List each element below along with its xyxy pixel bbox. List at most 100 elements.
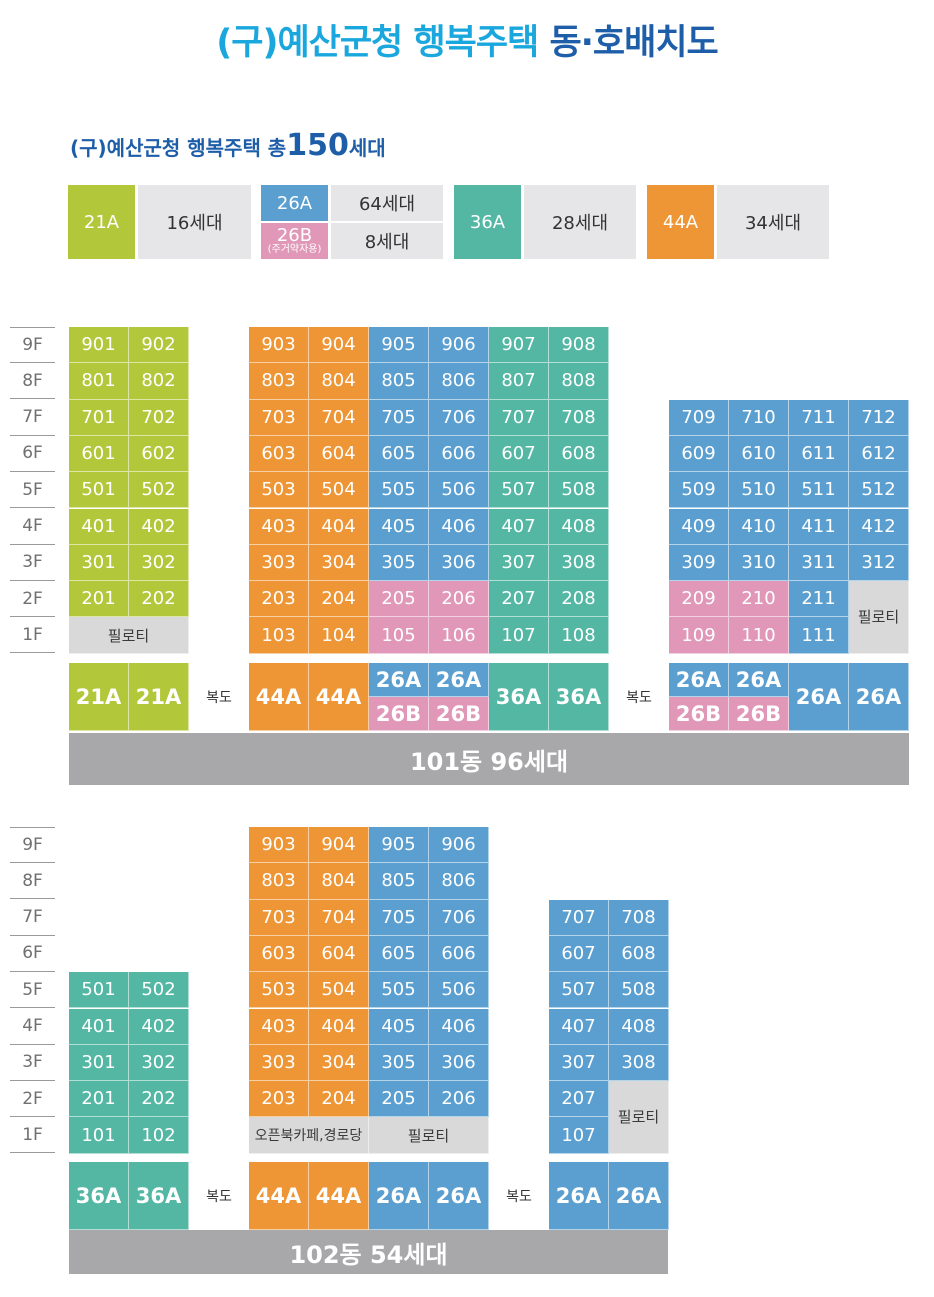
unit-cell: 907 <box>489 327 549 364</box>
unit-cell: 906 <box>429 827 489 864</box>
floor-label: 3F <box>10 545 55 581</box>
unit-cell: 206 <box>429 581 489 618</box>
unit-cell: 701 <box>69 399 129 436</box>
unit-type-cell: 26A <box>669 663 729 697</box>
unit-cell: 202 <box>129 581 189 618</box>
unit-cell: 506 <box>429 472 489 509</box>
unit-cell: 412 <box>849 508 909 545</box>
unit-cell: 505 <box>369 472 429 509</box>
unit-cell: 211 <box>789 581 849 618</box>
unit-cell: 612 <box>849 435 909 473</box>
unit-cell: 309 <box>669 544 729 582</box>
unit-cell: 306 <box>429 544 489 582</box>
floor-label: 8F <box>10 863 55 900</box>
unit-cell: 301 <box>69 1044 129 1082</box>
unit-cell: 608 <box>609 935 669 973</box>
unit-cell: 503 <box>249 972 309 1009</box>
unit-cell: 505 <box>369 972 429 1009</box>
floor-label: 9F <box>10 827 55 863</box>
legend-26a-code: 26A <box>261 185 328 221</box>
unit-cell: 804 <box>309 863 369 900</box>
unit-cell: 504 <box>309 972 369 1009</box>
unit-cell: 305 <box>369 1044 429 1082</box>
unit-cell: 606 <box>429 935 489 973</box>
unit-cell: 906 <box>429 327 489 364</box>
floor-label: 6F <box>10 936 55 972</box>
unit-type-cell: 44A <box>249 1162 309 1230</box>
unit-cell: 401 <box>69 508 129 545</box>
unit-type-cell: 26A <box>549 1162 609 1230</box>
unit-cell: 102 <box>129 1117 189 1154</box>
unit-cell: 501 <box>69 972 129 1009</box>
floor-label: 1F <box>10 1117 55 1154</box>
unit-cell: 405 <box>369 508 429 545</box>
unit-cell: 708 <box>609 899 669 936</box>
legend-36a-count: 28세대 <box>524 185 636 259</box>
corridor-label: 복도 <box>506 1189 532 1205</box>
unit-type-cell: 26A <box>429 663 489 697</box>
unit-cell: 706 <box>429 899 489 936</box>
unit-type-cell: 26A <box>729 663 789 697</box>
unit-cell: 611 <box>789 435 849 473</box>
unit-type-cell: 44A <box>249 663 309 731</box>
pilotis-cell: 필로티 <box>849 581 909 654</box>
unit-type-cell: 44A <box>309 1162 369 1230</box>
page-title: (구)예산군청 행복주택 동·호배치도 <box>0 14 934 65</box>
unit-cell: 407 <box>489 508 549 545</box>
unit-cell: 704 <box>309 899 369 936</box>
unit-type-cell: 26B <box>429 697 489 731</box>
floor-label: 3F <box>10 1045 55 1081</box>
unit-cell: 403 <box>249 1008 309 1045</box>
unit-type-cell: 36A <box>69 1162 129 1230</box>
pilotis-cell: 필로티 <box>609 1081 669 1154</box>
unit-cell: 405 <box>369 1008 429 1045</box>
unit-cell: 307 <box>489 544 549 582</box>
unit-cell: 502 <box>129 472 189 509</box>
unit-cell: 207 <box>489 581 549 618</box>
unit-cell: 804 <box>309 363 369 400</box>
unit-cell: 406 <box>429 1008 489 1045</box>
unit-cell: 908 <box>549 327 609 364</box>
unit-cell: 407 <box>549 1008 609 1045</box>
corridor-label: 복도 <box>206 1189 232 1205</box>
unit-cell: 107 <box>489 617 549 654</box>
unit-cell: 707 <box>549 899 609 936</box>
unit-cell: 601 <box>69 435 129 473</box>
subtitle-suffix: 세대 <box>348 136 386 160</box>
unit-cell: 103 <box>249 617 309 654</box>
unit-cell: 402 <box>129 508 189 545</box>
building-label-bar: 101동 96세대 <box>69 733 909 785</box>
unit-cell: 302 <box>129 1044 189 1082</box>
unit-cell: 110 <box>729 617 789 654</box>
unit-cell: 507 <box>549 972 609 1009</box>
unit-cell: 205 <box>369 1081 429 1118</box>
unit-type-cell: 26B <box>369 697 429 731</box>
unit-type-cell: 36A <box>549 663 609 731</box>
unit-cell: 710 <box>729 399 789 436</box>
pilotis-cell: 필로티 <box>69 617 189 654</box>
title-part2: 동·호배치도 <box>549 23 718 63</box>
floor-label: 6F <box>10 436 55 472</box>
floor-label: 5F <box>10 472 55 509</box>
floor-label: 5F <box>10 972 55 1009</box>
unit-cell: 507 <box>489 472 549 509</box>
unit-cell: 904 <box>309 327 369 364</box>
unit-cell: 711 <box>789 399 849 436</box>
unit-cell: 510 <box>729 472 789 509</box>
unit-cell: 509 <box>669 472 729 509</box>
unit-cell: 606 <box>429 435 489 473</box>
unit-cell: 607 <box>489 435 549 473</box>
unit-type-cell: 26B <box>729 697 789 731</box>
floor-label: 1F <box>10 617 55 654</box>
legend-44a-code: 44A <box>647 185 714 259</box>
floor-label: 7F <box>10 400 55 436</box>
unit-cell: 303 <box>249 1044 309 1082</box>
floor-label: 2F <box>10 1081 55 1118</box>
unit-cell: 404 <box>309 508 369 545</box>
unit-type-cell: 26A <box>609 1162 669 1230</box>
unit-cell: 310 <box>729 544 789 582</box>
building-label-bar: 102동 54세대 <box>69 1230 668 1274</box>
unit-cell: 705 <box>369 899 429 936</box>
subtitle-number: 150 <box>286 128 349 163</box>
legend-26a-count: 64세대 <box>331 185 443 221</box>
